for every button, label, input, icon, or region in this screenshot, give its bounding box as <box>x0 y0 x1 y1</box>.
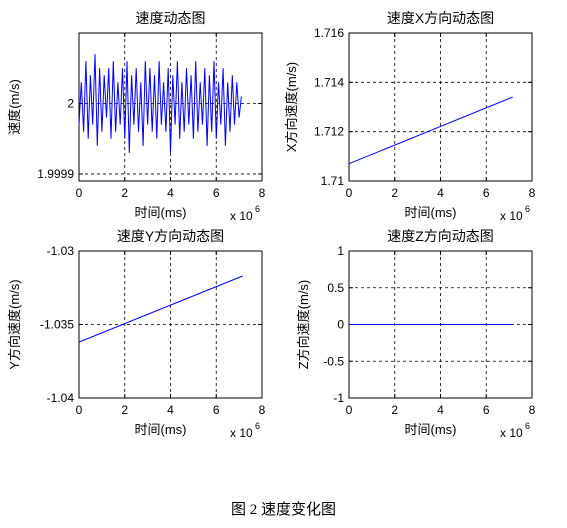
y-tick-label: -1.04 <box>47 391 75 405</box>
y-tick-label: 1.71 <box>321 174 345 188</box>
y-tick-label: 0.5 <box>327 281 344 295</box>
x-tick-label: 0 <box>346 186 353 200</box>
x-tick-label: 2 <box>391 186 398 200</box>
x-tick-label: 6 <box>213 403 220 417</box>
x-tick-label: 2 <box>391 403 398 417</box>
series-line <box>78 54 242 153</box>
y-axis-label: 速度(m/s) <box>7 79 22 135</box>
series-line <box>348 96 513 165</box>
x-multiplier-exponent: 6 <box>255 204 260 214</box>
x-tick-label: 6 <box>483 186 490 200</box>
x-tick-label: 0 <box>346 403 353 417</box>
x-multiplier: x 10 <box>230 426 253 440</box>
y-axis-label: Z方向速度(m/s) <box>296 280 311 370</box>
x-tick-label: 6 <box>213 186 220 200</box>
chart-title: 速度X方向动态图 <box>387 10 494 26</box>
chart-title: 速度Z方向动态图 <box>387 228 494 244</box>
x-multiplier-exponent: 6 <box>255 421 260 431</box>
x-tick-label: 8 <box>529 186 536 200</box>
x-tick-label: 4 <box>437 186 444 200</box>
x-tick-label: 8 <box>259 186 266 200</box>
y-tick-label: -1 <box>333 391 344 405</box>
x-tick-label: 6 <box>483 403 490 417</box>
y-axis-label: X方向速度(m/s) <box>284 62 299 152</box>
x-tick-label: 8 <box>529 403 536 417</box>
y-tick-label: 0 <box>337 318 344 332</box>
chart-title: 速度Y方向动态图 <box>117 228 224 244</box>
x-multiplier: x 10 <box>500 209 523 223</box>
x-axis-label: 时间(ms) <box>405 205 457 220</box>
x-multiplier: x 10 <box>500 426 523 440</box>
x-tick-label: 4 <box>167 186 174 200</box>
x-tick-label: 0 <box>76 403 83 417</box>
chart-title: 速度动态图 <box>136 10 206 26</box>
figure-caption: 图 2 速度变化图 <box>230 502 336 518</box>
y-tick-label: 2 <box>67 96 74 110</box>
x-multiplier-exponent: 6 <box>525 204 530 214</box>
x-multiplier: x 10 <box>230 209 253 223</box>
y-tick-label: 1.716 <box>314 26 344 40</box>
x-multiplier-exponent: 6 <box>525 421 530 431</box>
x-axis-label: 时间(ms) <box>405 422 457 437</box>
y-tick-label: 1.714 <box>314 75 344 89</box>
x-tick-label: 8 <box>259 403 266 417</box>
series-line <box>78 275 243 343</box>
y-axis-label: Y方向速度(m/s) <box>7 279 22 369</box>
x-tick-label: 4 <box>167 403 174 417</box>
y-tick-label: 1.712 <box>314 125 344 139</box>
y-tick-label: 1.9999 <box>37 167 74 181</box>
y-tick-label: -1.035 <box>40 318 74 332</box>
x-tick-label: 2 <box>121 403 128 417</box>
x-tick-label: 2 <box>121 186 128 200</box>
y-tick-label: -1.03 <box>47 244 75 258</box>
x-tick-label: 0 <box>76 186 83 200</box>
y-tick-label: -0.5 <box>323 354 344 368</box>
x-tick-label: 4 <box>437 403 444 417</box>
y-tick-label: 1 <box>337 244 344 258</box>
x-axis-label: 时间(ms) <box>135 205 187 220</box>
x-axis-label: 时间(ms) <box>135 422 187 437</box>
